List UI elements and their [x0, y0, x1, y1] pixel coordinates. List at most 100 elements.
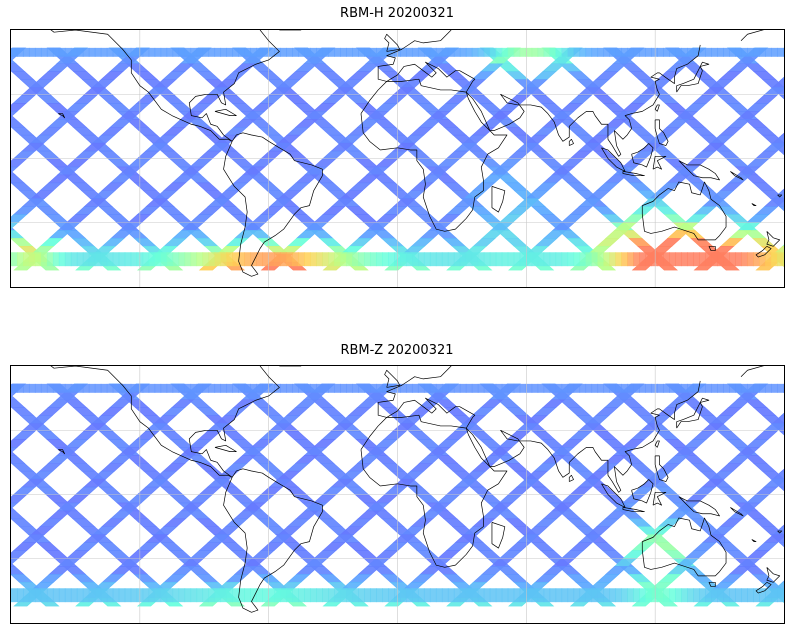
swath-edge-cell [58, 47, 66, 57]
swath-cell [666, 230, 691, 239]
swath-cell [134, 462, 158, 472]
swath-cell [540, 439, 565, 448]
panel-title-rbm-z: RBM-Z 20200321 [340, 343, 454, 358]
swath-cell [109, 455, 133, 464]
swath-edge-cell [382, 588, 389, 603]
swath-edge-cell [286, 383, 293, 393]
swath-edge-cell [160, 252, 168, 267]
swath-cell [505, 126, 529, 136]
swath-edge-cell [615, 47, 623, 57]
swath-edge-cell [310, 383, 317, 393]
swath-edge-cell [52, 47, 60, 57]
swath-edge-cell [471, 588, 479, 603]
coastline [654, 119, 669, 146]
swath-cell [319, 574, 343, 583]
swath-edge-cell [753, 47, 760, 57]
swath-cell [436, 494, 460, 504]
swath-edge-cell [567, 588, 575, 603]
swath-edge-cell [639, 252, 646, 267]
swath-edge-cell [669, 252, 676, 267]
swath-edge-cell [399, 47, 407, 57]
swath-cell [683, 439, 707, 448]
swath-edge-cell [334, 47, 341, 57]
swath-cell [603, 63, 628, 72]
swath-edge-cell [507, 252, 515, 267]
swath-edge-cell [112, 588, 120, 603]
swath-edge-cell [531, 252, 539, 267]
swath-cell [74, 206, 99, 215]
swath-cell [38, 126, 63, 136]
swath-edge-cell [753, 383, 760, 393]
swath-cell [559, 439, 584, 448]
swath-edge-cell [100, 383, 108, 393]
swath-edge-cell [196, 252, 204, 267]
swath-cell [233, 566, 258, 575]
swath-edge-cell [148, 252, 156, 267]
swath-edge-cell [82, 383, 90, 393]
coastline [223, 468, 323, 613]
swath-edge-cell [513, 588, 521, 603]
swath-edge-cell [190, 383, 198, 393]
swath-edge-cell [11, 588, 18, 603]
swath-cell [198, 206, 222, 215]
swath-edge-cell [501, 47, 509, 57]
swath-edge-cell [280, 47, 287, 57]
swath-edge-cell [358, 588, 365, 603]
swath-edge-cell [573, 47, 581, 57]
swath-cell [655, 95, 680, 104]
swath-edge-cell [376, 588, 383, 603]
swath-edge-cell [591, 588, 599, 603]
swath-edge-cell [699, 588, 706, 603]
swath-cell [100, 71, 124, 80]
swath-edge-cell [783, 47, 784, 57]
swath-cell [478, 214, 502, 223]
swath-cell [134, 71, 159, 80]
swath-edge-cell [435, 383, 443, 393]
swath-cell [666, 174, 690, 184]
swath-edge-cell [549, 383, 557, 393]
swath-edge-cell [729, 252, 736, 267]
swath-edge-cell [364, 252, 371, 267]
swath-edge-cell [711, 252, 718, 267]
swath-cell [628, 238, 652, 247]
swath-cell [45, 550, 69, 559]
swath-edge-cell [334, 252, 341, 267]
swath-cell [540, 214, 564, 223]
swath-cell [410, 182, 434, 192]
coastline [676, 61, 710, 93]
swath-cell [189, 494, 213, 504]
swath-cell [418, 119, 442, 128]
swath-edge-cell [16, 47, 24, 57]
swath-edge-cell [735, 47, 742, 57]
swath-cell [357, 510, 381, 520]
swath-cell [295, 566, 320, 575]
swath-cell [559, 103, 584, 112]
swath-edge-cell [100, 252, 108, 267]
swath-cell [11, 63, 26, 72]
swath-edge-cell [633, 383, 640, 393]
swath-edge-cell [220, 588, 228, 603]
swath-cell [293, 103, 317, 112]
swath-cell [683, 158, 708, 168]
swath-cell [498, 494, 522, 504]
swath-cell [347, 71, 371, 80]
swath-edge-cell [340, 383, 347, 393]
swath-cell [197, 95, 221, 104]
swath-cell [11, 550, 28, 559]
swath-cell [719, 462, 743, 472]
swath-edge-cell [388, 383, 395, 393]
swath-edge-cell [124, 252, 132, 267]
swath-cell [37, 150, 61, 160]
swath-edge-cell [262, 588, 269, 603]
swath-edge-cell [106, 588, 114, 603]
swath-edge-cell [256, 47, 263, 57]
coastline [58, 113, 66, 119]
swath-edge-cell [741, 252, 748, 267]
swath-edge-cell [358, 383, 365, 393]
swath-edge-cell [298, 588, 305, 603]
swath-edge-cell [441, 383, 449, 393]
swath-edge-cell [639, 383, 646, 393]
swath-cell [45, 158, 70, 168]
swath-edge-cell [777, 588, 784, 603]
swath-cell [622, 214, 646, 223]
